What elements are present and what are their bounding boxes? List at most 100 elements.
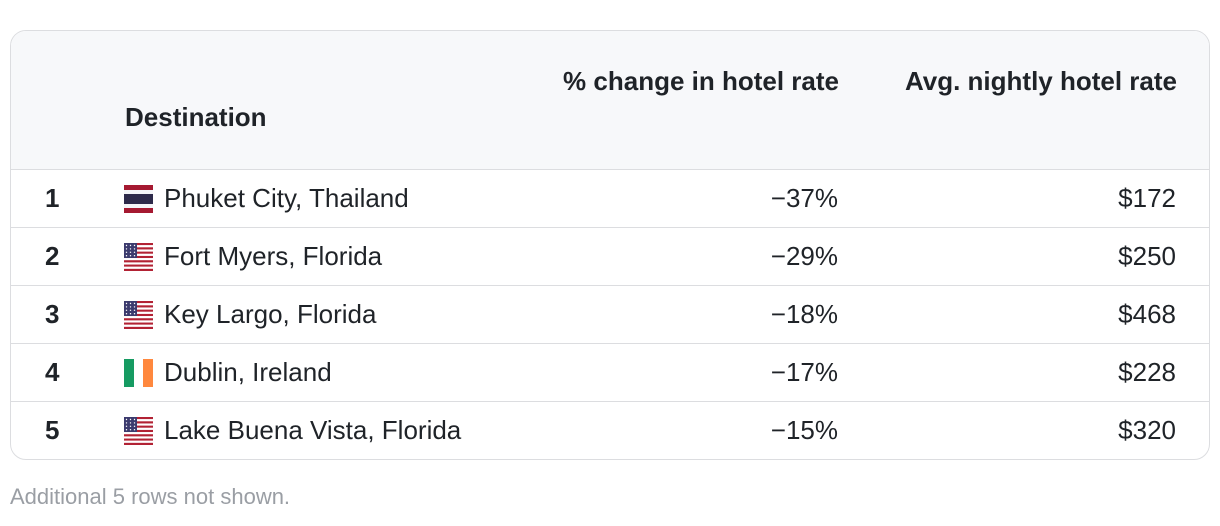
flag-part xyxy=(124,268,153,271)
flag-part xyxy=(129,244,132,247)
rank: 1 xyxy=(45,183,60,213)
flag-part xyxy=(124,243,137,258)
flag-part xyxy=(124,249,153,252)
flag-part xyxy=(125,422,128,424)
rank: 4 xyxy=(45,357,60,387)
flag-part xyxy=(129,429,132,431)
percent-change: −37% xyxy=(770,183,838,213)
nightly-rate: $320 xyxy=(1118,415,1176,445)
flag-part xyxy=(125,429,128,431)
flag-part xyxy=(124,301,153,304)
flag-part xyxy=(133,244,136,247)
flag-part xyxy=(133,248,136,250)
flag-part xyxy=(124,307,153,310)
flag-part xyxy=(133,429,136,431)
percent-change: −18% xyxy=(770,299,838,329)
flag-part xyxy=(129,425,132,427)
flag-part xyxy=(129,255,132,257)
flag-part xyxy=(124,423,153,426)
flag-part xyxy=(124,421,153,424)
destination: Dublin, Ireland xyxy=(164,357,332,387)
nightly-rate: $228 xyxy=(1118,357,1176,387)
flag-part xyxy=(124,255,153,259)
flag-part xyxy=(124,303,153,306)
flag-part xyxy=(124,251,153,254)
flag-part xyxy=(124,253,153,257)
flag-usa xyxy=(124,301,153,329)
table-row: 1 Phuket City, Thailand −37% $172 xyxy=(11,170,1209,228)
flag-part xyxy=(124,313,153,317)
table-row: 5 Lake Buena Vista, Florida −15% $320 xyxy=(11,402,1209,459)
flag-part xyxy=(133,313,136,315)
flag-ireland xyxy=(124,359,153,387)
flag-part xyxy=(124,442,153,445)
column-header: Destination xyxy=(125,102,267,132)
flag-part xyxy=(129,313,132,315)
flag-part xyxy=(133,306,136,308)
flag-part xyxy=(124,429,153,433)
flag-part xyxy=(129,306,132,308)
table-row: 3 Key Largo, Florida −18% $468 xyxy=(11,286,1209,344)
flag-part xyxy=(124,427,153,431)
flag-part xyxy=(133,422,136,424)
flag-part xyxy=(124,434,153,437)
flag-part xyxy=(124,326,153,329)
flag-part xyxy=(125,255,128,257)
flag-part xyxy=(124,266,153,269)
flag-thailand xyxy=(124,185,153,213)
flag-part xyxy=(124,247,153,250)
flag-part xyxy=(125,309,128,311)
table-row: 4 Dublin, Ireland −17% $228 xyxy=(11,344,1209,402)
flag-part xyxy=(124,320,153,323)
destination: Phuket City, Thailand xyxy=(164,183,409,213)
flag-part xyxy=(124,324,153,327)
column-header: Avg. nightly hotel rate xyxy=(904,66,1177,96)
flag-part xyxy=(124,440,153,443)
flag-part xyxy=(124,243,153,246)
flag-part xyxy=(124,318,153,321)
flag-part xyxy=(133,255,136,257)
nightly-rate: $172 xyxy=(1118,183,1176,213)
footer-note: Additional 5 rows not shown. xyxy=(10,484,291,509)
destination: Lake Buena Vista, Florida xyxy=(164,415,462,445)
nightly-rate: $468 xyxy=(1118,299,1176,329)
rank: 3 xyxy=(45,299,60,329)
destination: Key Largo, Florida xyxy=(164,299,377,329)
nightly-rate: $250 xyxy=(1118,241,1176,271)
flag-part xyxy=(124,309,153,312)
flag-part xyxy=(124,438,153,441)
flag-part xyxy=(125,418,128,421)
flag-part xyxy=(124,262,153,265)
flag-part xyxy=(129,309,132,311)
flag-part xyxy=(125,302,128,305)
flag-part xyxy=(124,316,153,319)
flag-part xyxy=(124,264,153,267)
table-header: Destination % change in hotel rate Avg. … xyxy=(11,31,1209,170)
flag-part xyxy=(124,417,153,420)
flag-part xyxy=(124,417,137,432)
percent-change: −29% xyxy=(770,241,838,271)
rank: 2 xyxy=(45,241,60,271)
table-row: 2 Fort Myers, Florida −29% $250 xyxy=(11,228,1209,286)
flag-part xyxy=(129,251,132,253)
table: Destination % change in hotel rate Avg. … xyxy=(10,30,1210,460)
flag-usa xyxy=(124,417,153,445)
flag-part xyxy=(124,425,153,428)
percent-change: −15% xyxy=(770,415,838,445)
flag-part xyxy=(124,436,153,439)
flag-part xyxy=(125,425,128,427)
flag-part xyxy=(124,258,153,261)
flag-part xyxy=(125,313,128,315)
flag-part xyxy=(129,422,132,424)
flag-part xyxy=(124,301,137,316)
flag-part xyxy=(129,418,132,421)
flag-part xyxy=(124,260,153,263)
percent-change: −17% xyxy=(770,357,838,387)
flag-part xyxy=(129,302,132,305)
flag-part xyxy=(129,248,132,250)
flag-part xyxy=(124,322,153,325)
flag-part xyxy=(125,244,128,247)
flag-usa xyxy=(124,243,153,271)
rank: 5 xyxy=(45,415,60,445)
